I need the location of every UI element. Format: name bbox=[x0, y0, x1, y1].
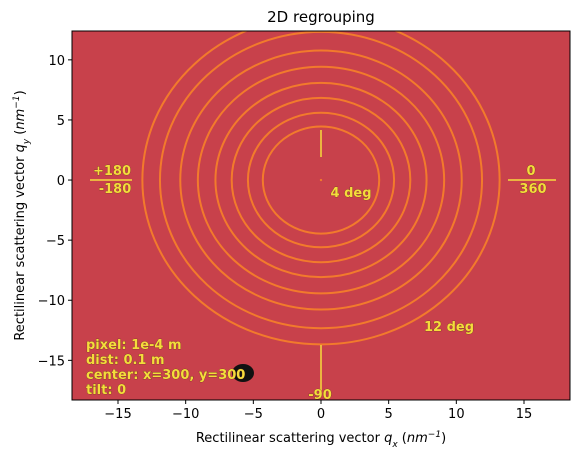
ring bbox=[141, 31, 501, 346]
xlabel: Rectilinear scattering vector qx (nm−1) bbox=[196, 430, 446, 450]
x-tick-label: −10 bbox=[172, 407, 199, 422]
y-tick-label: 0 bbox=[57, 174, 65, 189]
info-text: pixel: 1e-4 m bbox=[86, 338, 182, 353]
ylabel-part: y bbox=[22, 138, 32, 145]
annotation: 360 bbox=[519, 182, 546, 197]
info-text: dist: 0.1 m bbox=[86, 353, 165, 368]
x-tick-label: 15 bbox=[516, 407, 533, 422]
ylabel-part: Rectilinear scattering vector bbox=[13, 152, 28, 340]
y-tick-label: −15 bbox=[38, 354, 65, 369]
ylabel: Rectilinear scattering vector qy (nm−1) bbox=[12, 90, 32, 340]
ring bbox=[196, 65, 446, 295]
annotation: 12 deg bbox=[424, 320, 474, 335]
info-text: center: x=300, y=300 bbox=[86, 368, 245, 383]
annotation: 0 bbox=[526, 164, 535, 179]
xlabel-part: ) bbox=[441, 431, 446, 446]
ylabel-part: ( bbox=[13, 130, 28, 139]
rings bbox=[141, 31, 501, 346]
ylabel-part: −1 bbox=[12, 95, 22, 108]
ylabel-part: nm bbox=[13, 109, 28, 130]
xlabel-part: ( bbox=[398, 431, 407, 446]
ylabel-part: ) bbox=[13, 90, 28, 95]
ring bbox=[230, 96, 412, 264]
annotation: +180 bbox=[93, 164, 131, 179]
annotation: -180 bbox=[99, 182, 132, 197]
plot-background bbox=[72, 31, 570, 400]
y-tick-label: −5 bbox=[46, 234, 65, 249]
xlabel-part: q bbox=[384, 431, 392, 446]
y-tick-label: 10 bbox=[48, 54, 65, 69]
ring bbox=[246, 111, 396, 249]
ring bbox=[179, 49, 463, 311]
x-tick-label: −5 bbox=[244, 407, 263, 422]
annotation: 4 deg bbox=[331, 186, 372, 201]
annotation: -90 bbox=[308, 388, 332, 403]
center-dot bbox=[319, 178, 323, 182]
y-tick-label: 5 bbox=[57, 114, 65, 129]
ring bbox=[214, 81, 428, 279]
xlabel-part: nm bbox=[407, 431, 428, 446]
info-text: tilt: 0 bbox=[86, 383, 126, 398]
xlabel-part: −1 bbox=[428, 430, 441, 440]
ring bbox=[261, 125, 381, 235]
x-tick-label: 5 bbox=[385, 407, 393, 422]
xlabel-part: Rectilinear scattering vector bbox=[196, 431, 384, 446]
x-tick-label: −15 bbox=[104, 407, 131, 422]
x-tick-label: 0 bbox=[317, 407, 325, 422]
ylabel-part: q bbox=[13, 144, 28, 152]
y-tick-label: −10 bbox=[38, 294, 65, 309]
x-tick-label: 10 bbox=[448, 407, 465, 422]
dark-blob bbox=[232, 364, 254, 382]
ring bbox=[159, 31, 483, 330]
xlabel-part: x bbox=[391, 440, 398, 450]
chart-title: 2D regrouping bbox=[267, 8, 375, 26]
